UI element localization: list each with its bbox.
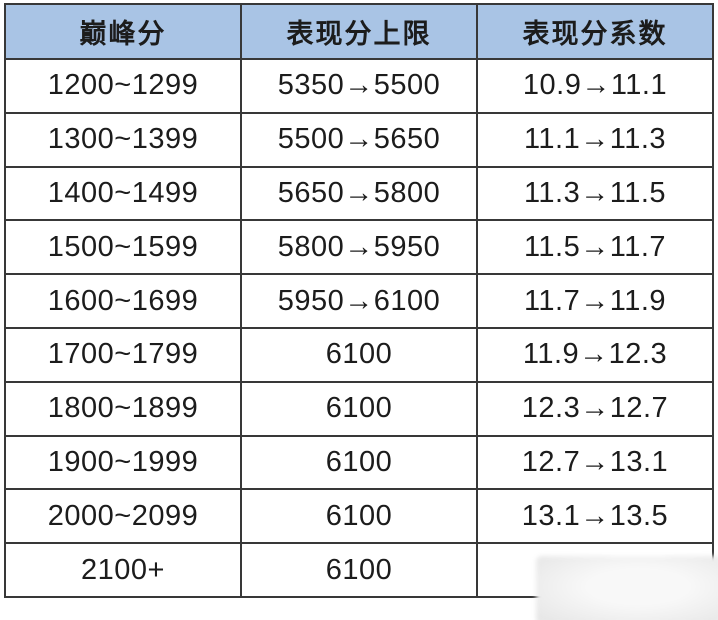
table-cell: 6100: [240, 326, 478, 383]
table-cell: 11.5→11.7: [476, 219, 714, 276]
table-cell: 1200~1299: [4, 58, 242, 114]
table-cell: 10.9→11.1: [476, 58, 714, 114]
table-cell: 5350→5500: [240, 58, 478, 114]
table-cell: 1300~1399: [4, 111, 242, 168]
table-row: 1900~1999 6100 12.7→13.1: [4, 434, 714, 491]
table-cell: 1400~1499: [4, 165, 242, 222]
table-row: 1200~1299 5350→5500 10.9→11.1: [4, 58, 714, 114]
table-cell: 13.1→13.5: [476, 488, 714, 545]
table-cell: 6100: [240, 488, 478, 545]
table-cell: 6100: [240, 434, 478, 491]
table-cell: 12.7→13.1: [476, 434, 714, 491]
table-header-row: 巅峰分 表现分上限 表现分系数: [4, 3, 714, 60]
table-cell: 5650→5800: [240, 165, 478, 222]
header-performance-coefficient: 表现分系数: [476, 3, 714, 60]
table-row: 1700~1799 6100 11.9→12.3: [4, 326, 714, 383]
table-row: 1600~1699 5950→6100 11.7→11.9: [4, 273, 714, 329]
table-cell: 11.3→11.5: [476, 165, 714, 222]
table-cell: 6100: [240, 542, 478, 598]
table-row: 1800~1899 6100 12.3→12.7: [4, 380, 714, 437]
table-cell: 2100+: [4, 542, 242, 598]
table-row: 2000~2099 6100 13.1→13.5: [4, 488, 714, 545]
watermark-blur-box: [536, 556, 718, 620]
table-row: 1400~1499 5650→5800 11.3→11.5: [4, 165, 714, 222]
table-cell: 1600~1699: [4, 273, 242, 329]
header-performance-cap: 表现分上限: [240, 3, 478, 60]
score-table-body: 1200~1299 5350→5500 10.9→11.1 1300~1399 5500…: [4, 58, 714, 598]
table-cell: 6100: [240, 380, 478, 437]
peak-score-coefficient-table: 巅峰分 表现分上限 表现分系数 1200~1299 5350→5500 10.9→1…: [4, 3, 714, 598]
table-cell: 11.1→11.3: [476, 111, 714, 168]
table-cell: 5950→6100: [240, 273, 478, 329]
table-cell: 12.3→12.7: [476, 380, 714, 437]
table-cell: 1800~1899: [4, 380, 242, 437]
header-peak-score: 巅峰分: [4, 3, 242, 60]
table-cell: 2000~2099: [4, 488, 242, 545]
table-cell: 11.9→12.3: [476, 326, 714, 383]
table-row: 1300~1399 5500→5650 11.1→11.3: [4, 111, 714, 168]
table-cell: 1700~1799: [4, 326, 242, 383]
table-cell: 5800→5950: [240, 219, 478, 276]
table-cell: 5500→5650: [240, 111, 478, 168]
table-row: 1500~1599 5800→5950 11.5→11.7: [4, 219, 714, 276]
table-cell: 11.7→11.9: [476, 273, 714, 329]
table-cell: 1900~1999: [4, 434, 242, 491]
table-cell: 1500~1599: [4, 219, 242, 276]
